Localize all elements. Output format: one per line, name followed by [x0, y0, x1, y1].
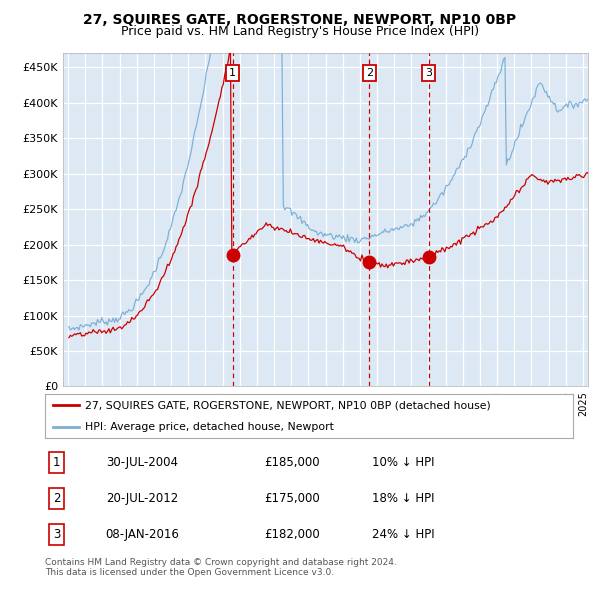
Text: 1: 1 [229, 68, 236, 78]
Text: 24% ↓ HPI: 24% ↓ HPI [373, 528, 435, 541]
Text: 3: 3 [53, 528, 61, 541]
Text: 2: 2 [53, 492, 61, 505]
Text: Contains HM Land Registry data © Crown copyright and database right 2024.
This d: Contains HM Land Registry data © Crown c… [45, 558, 397, 577]
Text: 2: 2 [365, 68, 373, 78]
Text: 20-JUL-2012: 20-JUL-2012 [106, 492, 178, 505]
Text: 1: 1 [53, 456, 61, 469]
Text: 30-JUL-2004: 30-JUL-2004 [106, 456, 178, 469]
Text: £175,000: £175,000 [264, 492, 320, 505]
Text: 10% ↓ HPI: 10% ↓ HPI [373, 456, 435, 469]
Text: 27, SQUIRES GATE, ROGERSTONE, NEWPORT, NP10 0BP: 27, SQUIRES GATE, ROGERSTONE, NEWPORT, N… [83, 13, 517, 27]
Text: Price paid vs. HM Land Registry's House Price Index (HPI): Price paid vs. HM Land Registry's House … [121, 25, 479, 38]
Text: £185,000: £185,000 [264, 456, 320, 469]
Text: £182,000: £182,000 [264, 528, 320, 541]
Text: 27, SQUIRES GATE, ROGERSTONE, NEWPORT, NP10 0BP (detached house): 27, SQUIRES GATE, ROGERSTONE, NEWPORT, N… [85, 400, 490, 410]
Text: HPI: Average price, detached house, Newport: HPI: Average price, detached house, Newp… [85, 422, 334, 432]
Text: 3: 3 [425, 68, 432, 78]
Text: 08-JAN-2016: 08-JAN-2016 [106, 528, 179, 541]
Text: 18% ↓ HPI: 18% ↓ HPI [373, 492, 435, 505]
